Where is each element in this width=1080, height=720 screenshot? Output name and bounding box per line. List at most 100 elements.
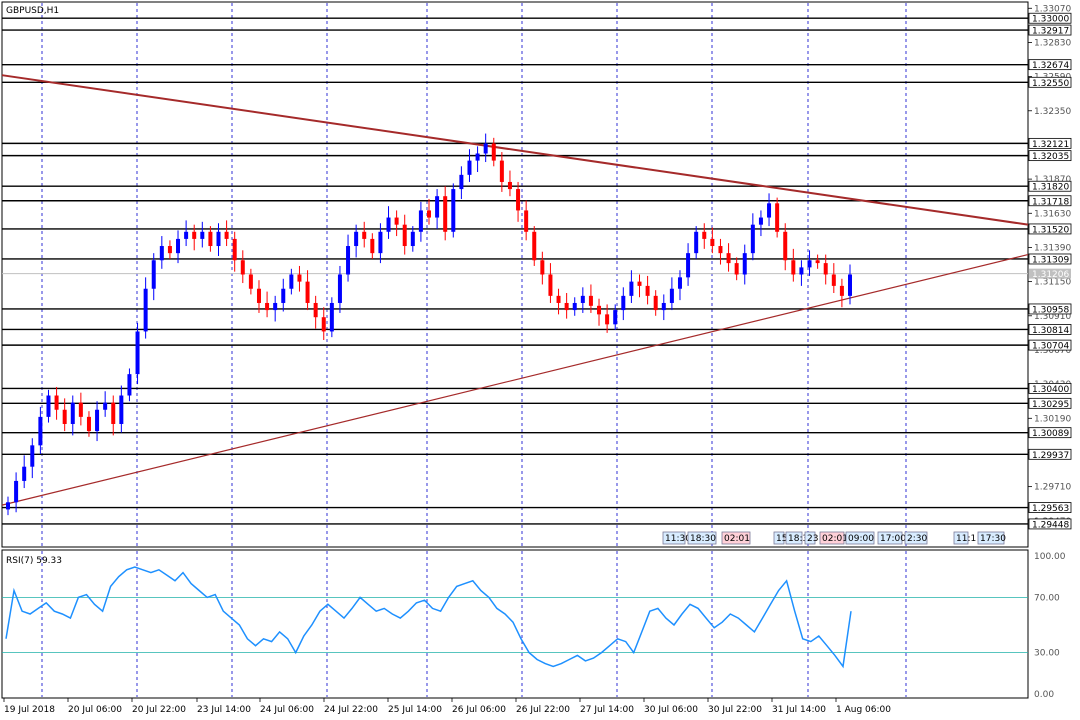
candle-body [370, 238, 375, 254]
candle-body [95, 409, 100, 432]
candle-body [143, 288, 148, 332]
candle-body [305, 281, 310, 303]
time-box [662, 531, 686, 545]
time-tick-label: 23 Jul 14:00 [197, 705, 251, 715]
candle-body [459, 174, 464, 190]
candle-body [386, 217, 391, 232]
time-box-label: 11:30 [665, 534, 691, 544]
candle-body [402, 224, 407, 247]
candle-body [710, 238, 715, 247]
candle-body [848, 274, 852, 296]
rsi-axis: 100.00 70.00 30.00 0.00 [1034, 552, 1066, 700]
candle-body [111, 402, 116, 424]
candle-body [313, 302, 318, 318]
rsi-tick-label: 100.00 [1034, 552, 1066, 562]
level-label-box [1028, 195, 1072, 207]
candle-body [799, 267, 804, 275]
level-label-box [1028, 137, 1072, 149]
current-price-label: 1.31206 [1032, 270, 1069, 280]
symbol-label: GBPUSD,H1 [6, 6, 59, 16]
candle-body [499, 160, 504, 182]
time-box [721, 531, 751, 545]
candle-body [86, 416, 91, 432]
candle-body [524, 210, 529, 232]
level-label-box [1028, 253, 1072, 265]
time-box [773, 531, 785, 545]
time-box [977, 531, 1005, 545]
level-label: 1.33000 [1032, 15, 1069, 25]
candle-body [637, 281, 642, 286]
candle-body [78, 402, 83, 417]
candle-body [597, 305, 602, 315]
level-label: 1.32550 [1032, 79, 1069, 89]
candle-body [783, 231, 788, 261]
time-box-label: 18:3 [788, 534, 808, 544]
candle-body [127, 374, 132, 396]
time-tick-label: 20 Jul 22:00 [132, 705, 186, 715]
candle-body [621, 295, 626, 311]
level-label: 1.31718 [1032, 197, 1069, 207]
candle-body [588, 295, 593, 306]
candle-body [394, 217, 399, 225]
candle-body [507, 181, 512, 190]
trendline-resistance [1, 74, 1029, 226]
candle-body [54, 395, 59, 410]
candle-body [281, 288, 286, 303]
time-box [877, 531, 903, 545]
price-tick-label: 1.31390 [1034, 243, 1071, 253]
time-box [845, 531, 875, 545]
price-tick-label: 1.31630 [1034, 209, 1071, 219]
time-tick-label: 1 Aug 06:00 [836, 705, 891, 715]
candle-body [216, 231, 221, 247]
time-box [804, 531, 816, 545]
time-box-label: 09:00 [848, 534, 874, 544]
rsi-tick-label: 0.00 [1034, 690, 1054, 700]
candle-body [467, 160, 472, 175]
candle-body [14, 480, 19, 503]
candle-body [62, 409, 67, 424]
level-labels: 1.33000 1.32917 1.32674 1.32550 1.32121 1.320… [1028, 12, 1072, 530]
candle-body [669, 288, 674, 303]
price-tick-label: 1.30910 [1034, 312, 1071, 322]
candle-body [167, 246, 172, 254]
candle-body [475, 153, 480, 161]
price-tick-label: 1.32830 [1034, 38, 1071, 48]
level-label: 1.30704 [1032, 342, 1069, 352]
time-tick-label: 26 Jul 22:00 [516, 705, 570, 715]
level-label: 1.30400 [1032, 385, 1069, 395]
trendlines [1, 74, 1029, 506]
level-label-box [1028, 303, 1072, 315]
time-tick-label: 25 Jul 14:00 [388, 705, 442, 715]
time-box [687, 531, 717, 545]
candle-body [516, 189, 521, 211]
candle-body [354, 231, 359, 247]
candle-body [532, 231, 537, 261]
time-tick-label: 20 Jul 06:00 [68, 705, 122, 715]
candle-body [831, 274, 836, 286]
candle-body [726, 253, 731, 264]
current-price-box [1029, 268, 1071, 279]
rsi-panel [1, 549, 1029, 699]
time-tick-label: 30 Jul 06:00 [644, 705, 698, 715]
time-box [785, 531, 803, 545]
candle-body [686, 253, 691, 278]
level-label: 1.30089 [1032, 429, 1069, 439]
candle-body [240, 260, 245, 275]
candle-body [378, 231, 383, 254]
candle-body [297, 274, 302, 282]
time-box-label: 17:00 [880, 534, 906, 544]
trendline-support [1, 253, 1029, 506]
candle-body [491, 143, 496, 161]
candle-body [346, 246, 351, 275]
candle-body [30, 445, 35, 467]
price-tick-label: 1.30670 [1034, 346, 1071, 356]
candle-body [451, 189, 456, 232]
candle-body [232, 238, 237, 261]
candle-body [629, 281, 634, 296]
rsi-series [2, 566, 1028, 669]
candle-body [742, 253, 747, 275]
candle-body [791, 260, 796, 275]
candle-body [580, 295, 585, 303]
rsi-tick-label: 70.00 [1034, 593, 1060, 603]
